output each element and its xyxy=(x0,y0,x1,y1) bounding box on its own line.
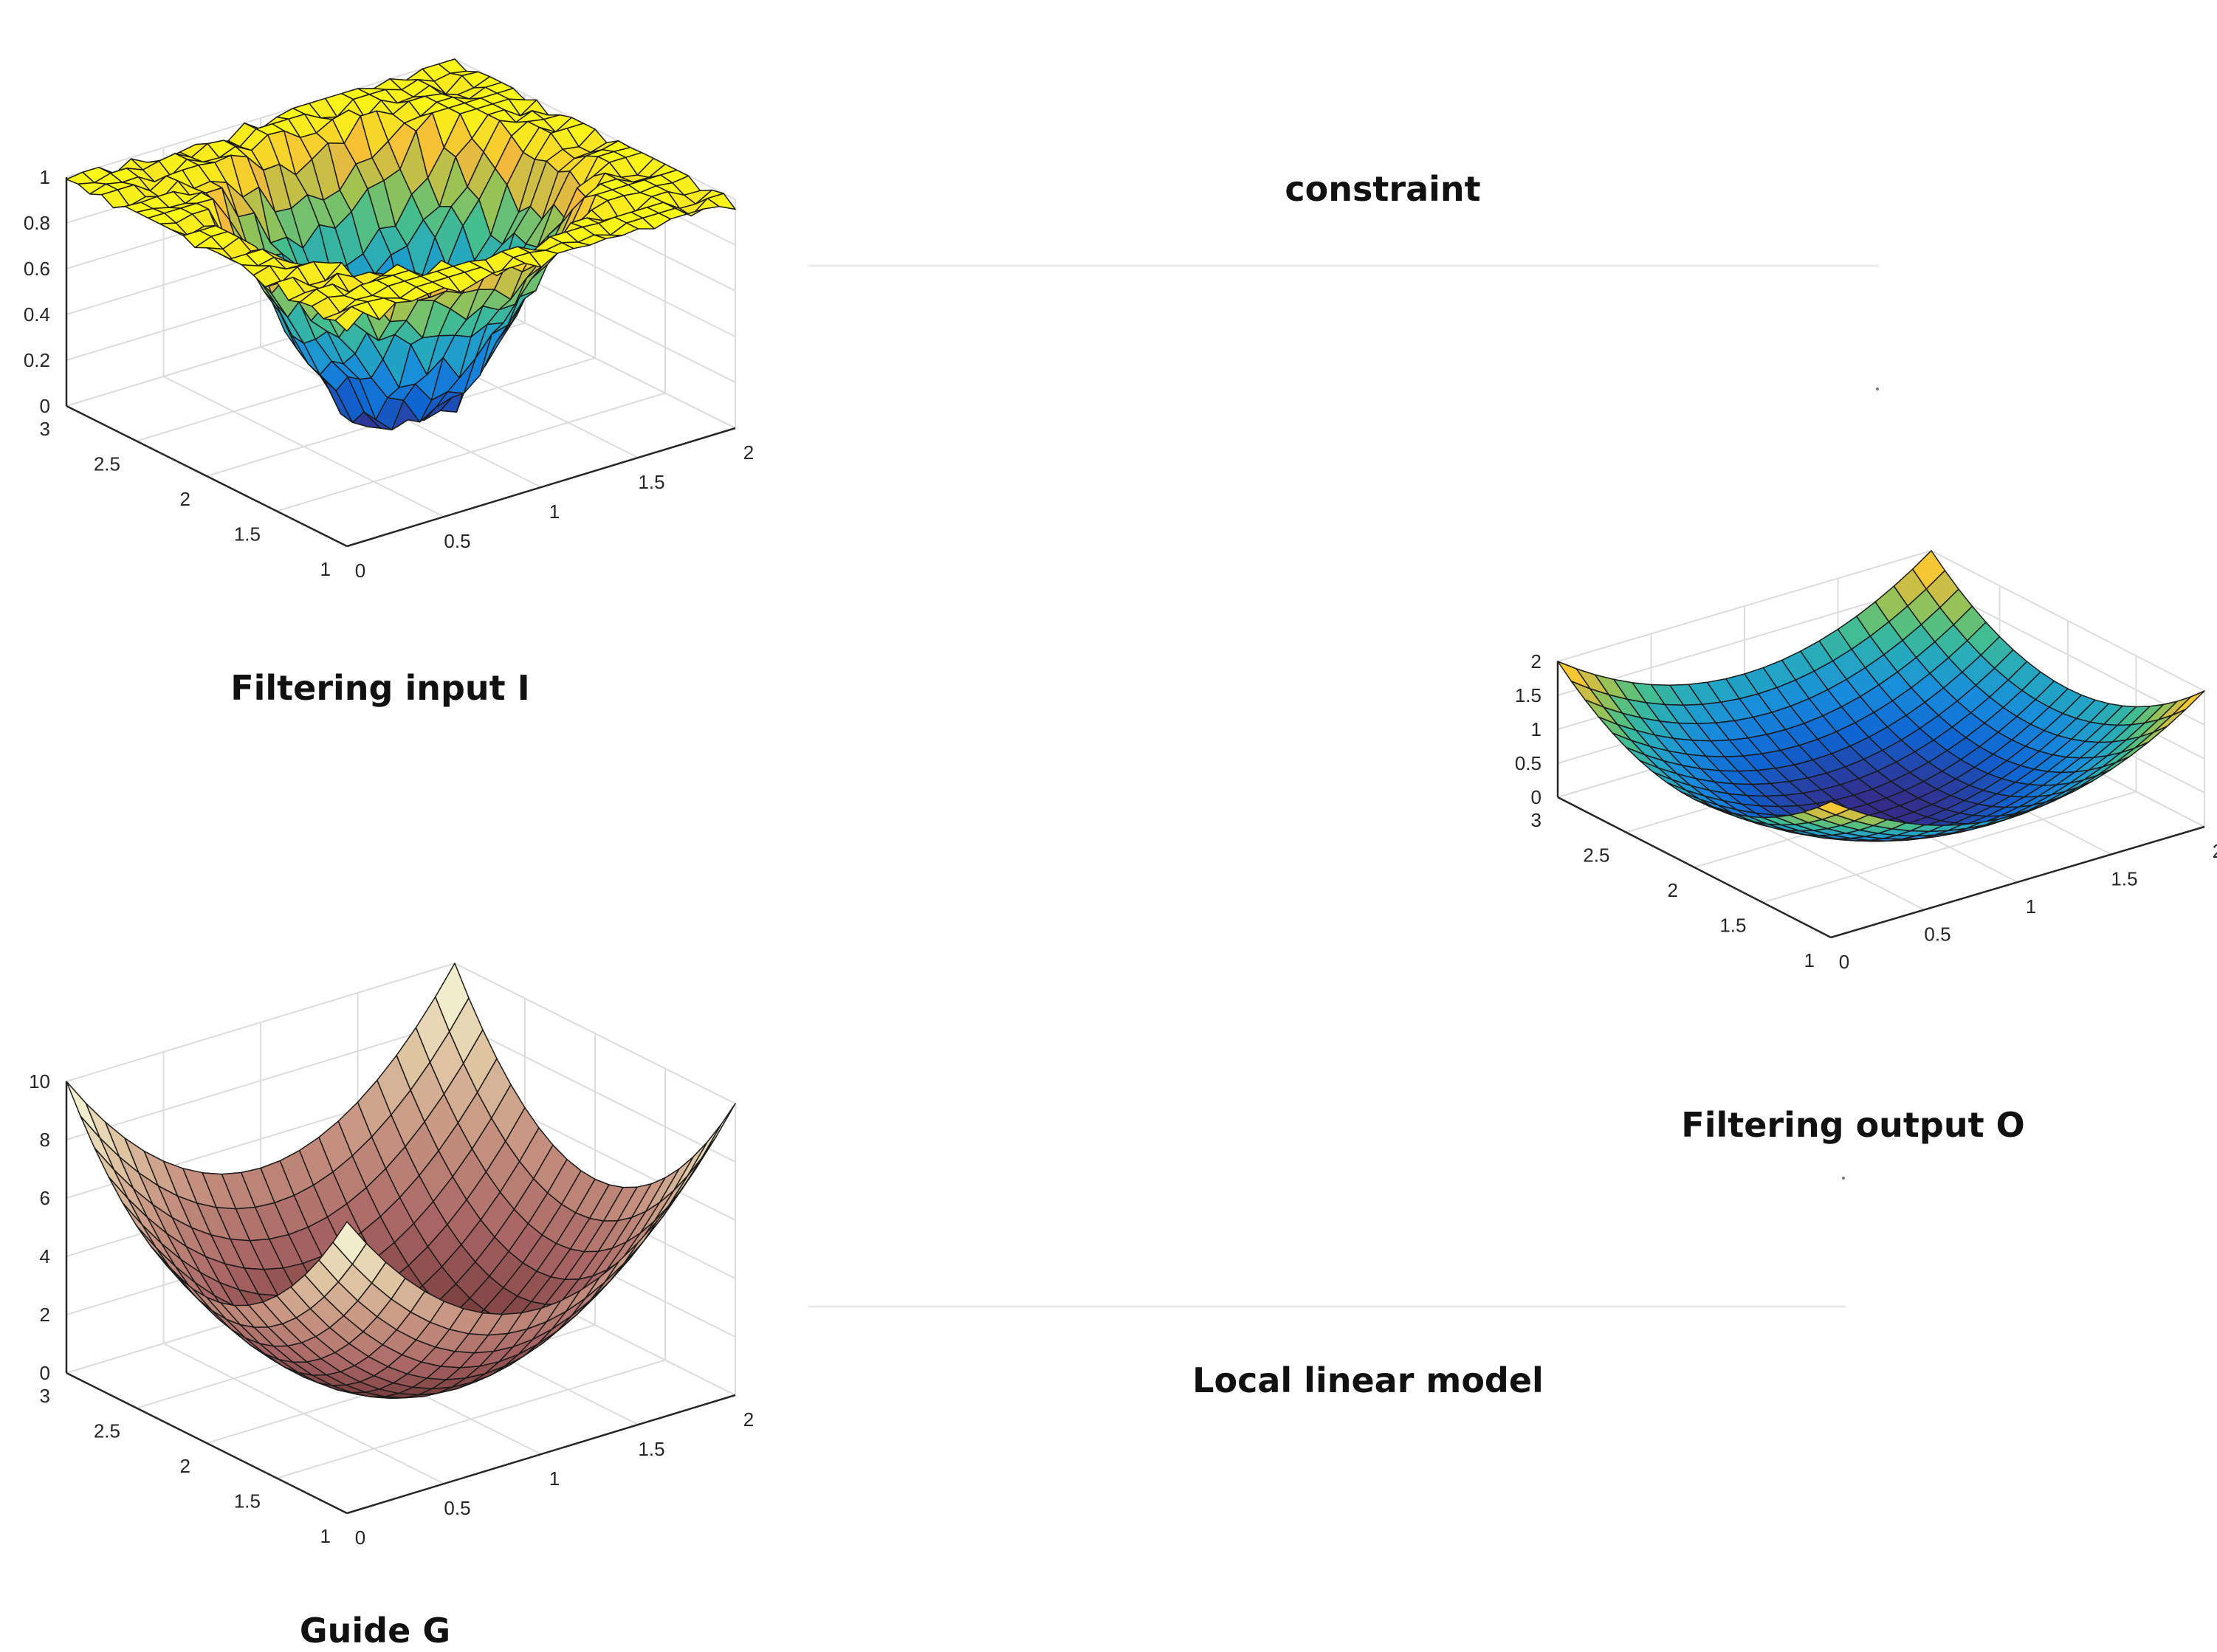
x-tick-label: 0.5 xyxy=(1924,923,1950,946)
y-tick-label: 2.5 xyxy=(94,453,120,475)
y-tick-label: 2.5 xyxy=(1583,844,1609,867)
surface-patch xyxy=(1816,801,1851,816)
axes: 0 0.2 0.4 0.6 0.8 1 0 0.5 1 1.5 2 1 1.5 2 2.5 3 xyxy=(24,166,754,582)
guide-label: Guide G xyxy=(300,1611,450,1651)
x-tick-label: 1.5 xyxy=(638,471,664,493)
z-tick-label: 1 xyxy=(1531,718,1541,740)
y-tick-label: 1 xyxy=(320,558,331,580)
axes: 0 0.5 1 1.5 2 0 0.5 1 1.5 2 1 1.5 2 2.5 3 xyxy=(1515,650,2217,973)
y-tick-label: 2 xyxy=(1668,879,1678,901)
z-tick-label: 0.8 xyxy=(24,212,50,234)
z-tick-label: 0 xyxy=(1531,786,1541,808)
constraint-label: constraint xyxy=(1285,169,1480,209)
filtering-output-label: Filtering output O xyxy=(1681,1105,2024,1145)
x-tick-label: 2 xyxy=(743,1408,754,1431)
z-tick-label: 1.5 xyxy=(1515,684,1541,706)
x-tick-label: 0 xyxy=(1839,951,1849,973)
y-tick-label: 1.5 xyxy=(234,1490,261,1512)
surface-patch xyxy=(66,1081,101,1139)
z-tick-label: 0.2 xyxy=(24,349,50,371)
x-tick-label: 2 xyxy=(743,441,754,464)
x-tick-label: 0 xyxy=(355,1527,365,1549)
z-tick-label: 0 xyxy=(40,1362,50,1384)
y-tick-label: 1.5 xyxy=(234,523,261,545)
y-tick-label: 1.5 xyxy=(1719,915,1746,937)
z-tick-label: 2 xyxy=(40,1304,50,1326)
surface-patch xyxy=(332,1221,368,1265)
x-tick-label: 0 xyxy=(355,560,365,582)
y-tick-label: 1 xyxy=(320,1525,331,1547)
surface-patch xyxy=(334,306,364,332)
z-tick-label: 1 xyxy=(40,166,50,188)
surface-mesh xyxy=(1557,550,2205,842)
z-tick-label: 0.5 xyxy=(1515,752,1541,774)
surface-mesh xyxy=(66,58,736,431)
x-tick-label: 0.5 xyxy=(444,1497,470,1519)
x-tick-label: 1.5 xyxy=(2111,868,2137,890)
x-tick-label: 2 xyxy=(2213,840,2217,862)
y-tick-label: 3 xyxy=(1531,809,1541,831)
dot-mark xyxy=(1842,1177,1845,1180)
z-tick-label: 2 xyxy=(1531,650,1541,672)
filtering-output-surface-plot: 0 0.5 1 1.5 2 0 0.5 1 1.5 2 1 1.5 2 2.5 3 xyxy=(1515,549,2217,973)
dot-mark xyxy=(1876,388,1879,390)
z-tick-label: 6 xyxy=(40,1187,50,1209)
z-tick-label: 10 xyxy=(29,1070,50,1092)
local-linear-model-label: Local linear model xyxy=(1192,1360,1544,1400)
y-tick-label: 2 xyxy=(180,488,190,510)
y-tick-label: 2 xyxy=(180,1455,190,1477)
x-tick-label: 1 xyxy=(2026,895,2036,918)
x-tick-label: 1.5 xyxy=(638,1438,664,1460)
y-tick-label: 3 xyxy=(40,418,50,440)
y-tick-label: 3 xyxy=(40,1385,50,1407)
x-tick-label: 1 xyxy=(549,1467,560,1490)
y-tick-label: 1 xyxy=(1804,949,1815,971)
z-tick-label: 0 xyxy=(40,395,50,417)
surface-mesh xyxy=(66,963,736,1399)
guide-surface-plot: 0 2 4 6 8 10 0 0.5 1 1.5 2 1 1.5 2 2.5 3 xyxy=(29,962,754,1549)
filtering-input-surface-plot: 0 0.2 0.4 0.6 0.8 1 0 0.5 1 1.5 2 1 1.5 2 2.5 3 xyxy=(24,58,754,582)
filtering-input-label: Filtering input I xyxy=(230,668,530,708)
axes: 0 2 4 6 8 10 0 0.5 1 1.5 2 1 1.5 2 2.5 3 xyxy=(29,1070,754,1549)
z-tick-label: 0.6 xyxy=(24,258,50,280)
x-tick-label: 0.5 xyxy=(444,530,470,552)
z-tick-label: 0.4 xyxy=(24,303,50,326)
y-tick-label: 2.5 xyxy=(94,1420,120,1442)
z-tick-label: 4 xyxy=(40,1245,50,1267)
z-tick-label: 8 xyxy=(40,1129,50,1151)
surface-patch xyxy=(673,1141,708,1191)
x-tick-label: 1 xyxy=(549,500,560,523)
